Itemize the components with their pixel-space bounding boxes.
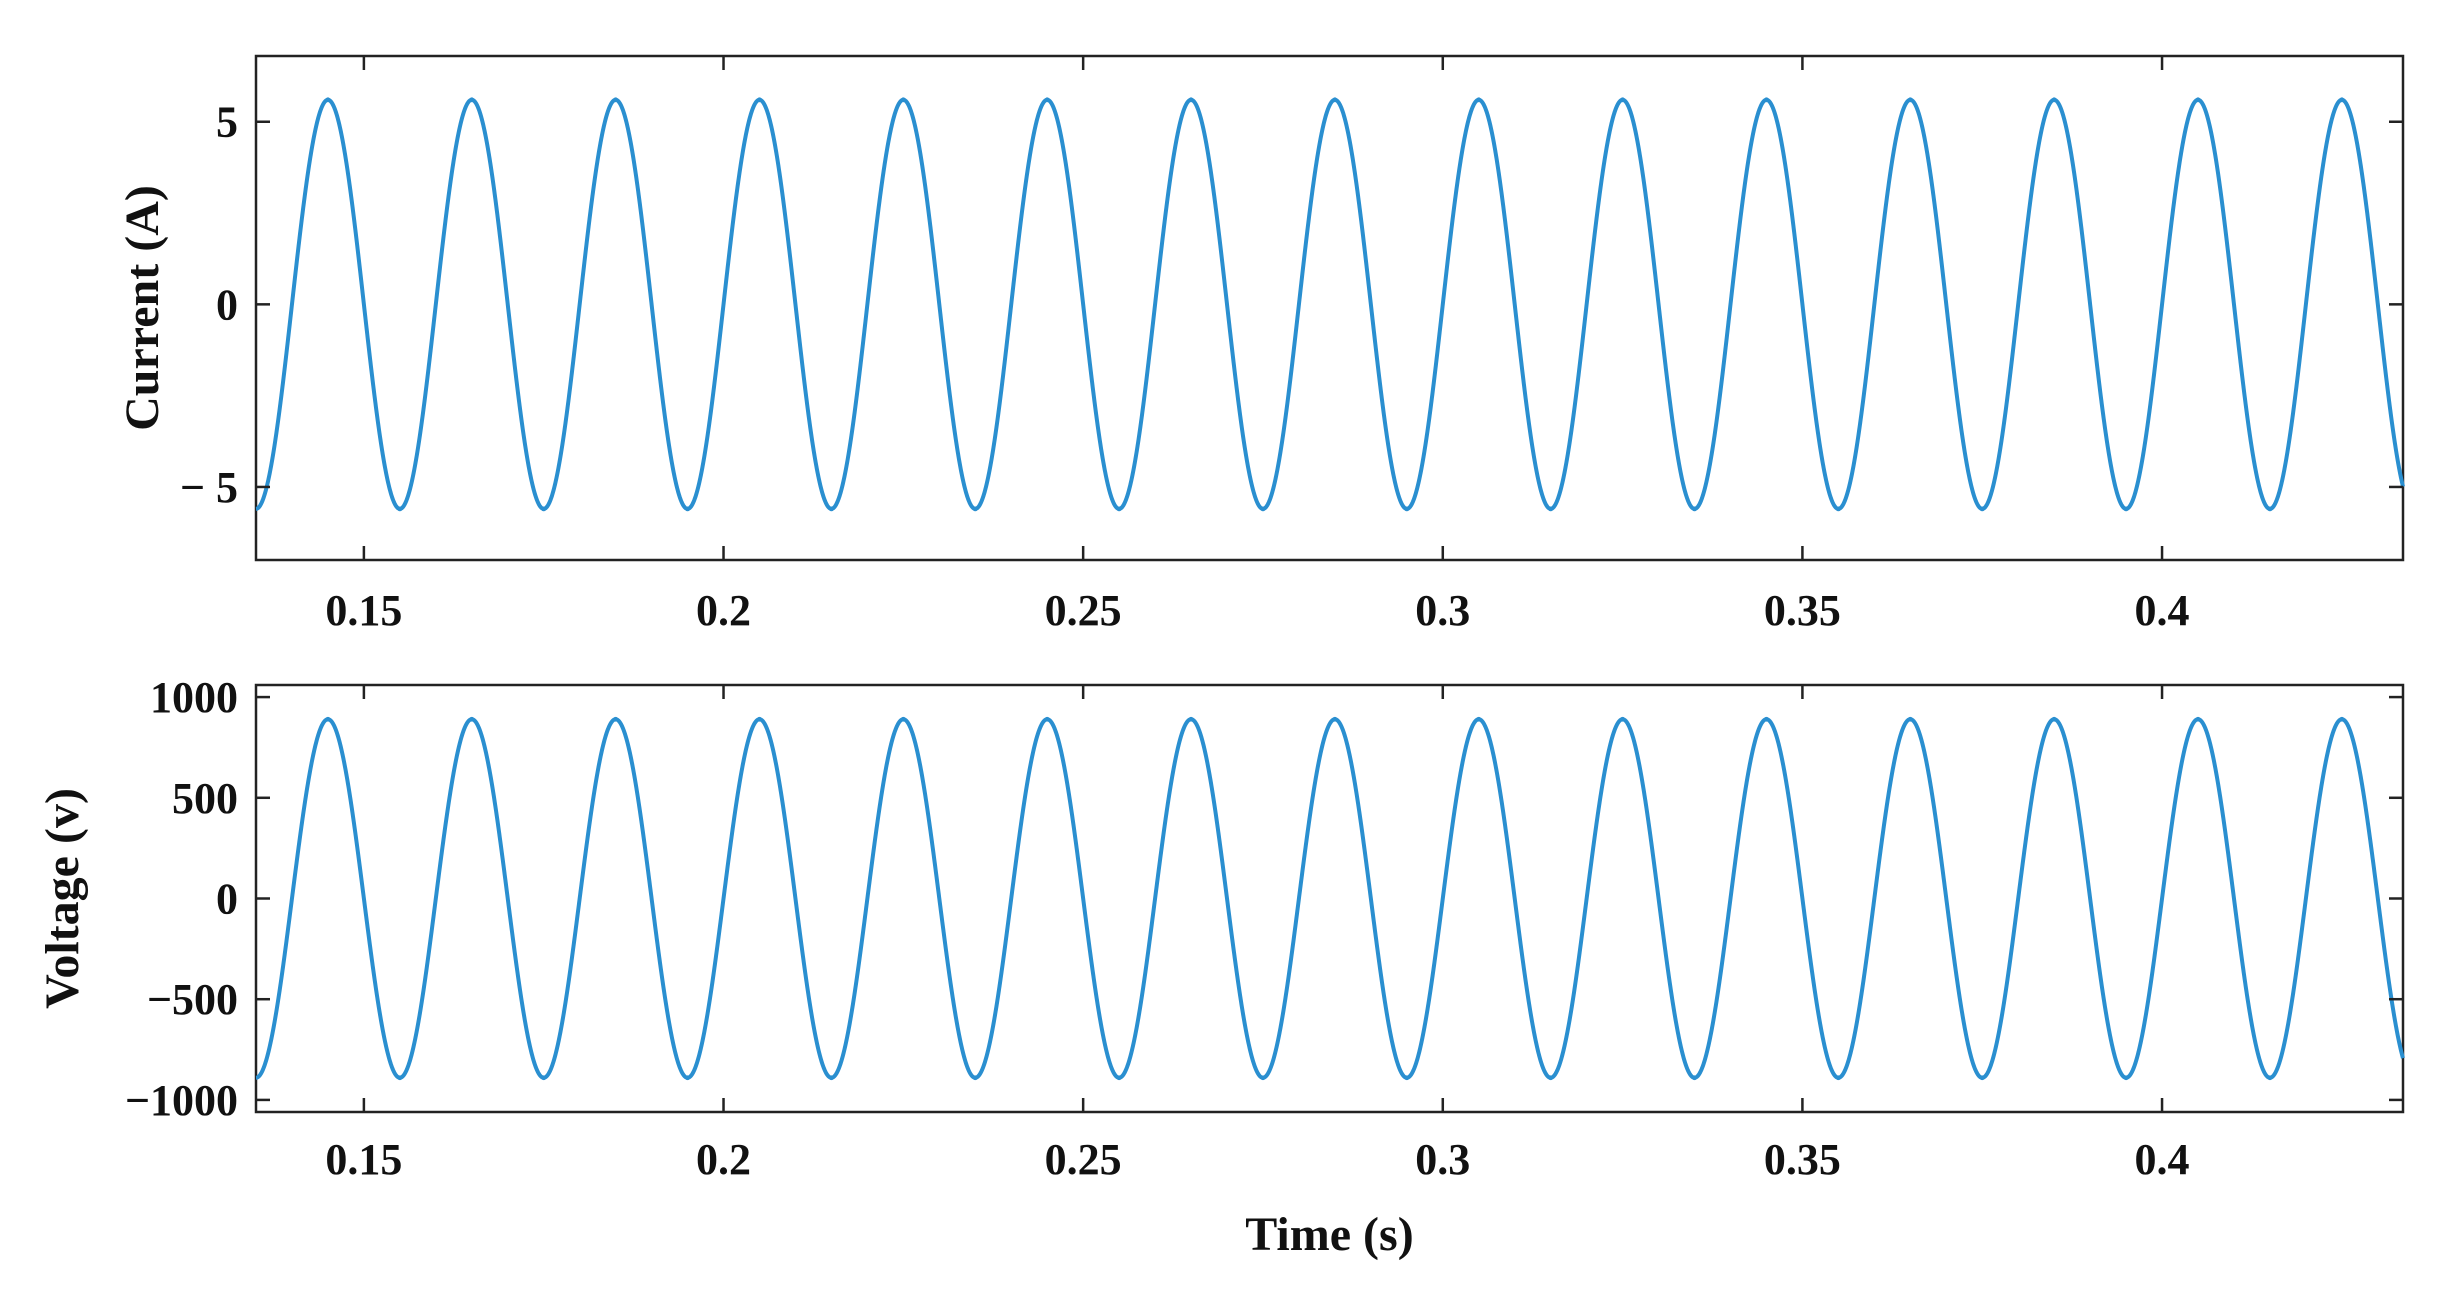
- peak-point: [2339, 716, 2345, 722]
- peak-point: [900, 716, 906, 722]
- peak-point: [1620, 716, 1625, 722]
- x-tick-label: 0.2: [696, 1135, 751, 1184]
- peak-point: [2195, 97, 2201, 103]
- peak-point: [2051, 97, 2057, 103]
- x-tick-label: 0.25: [1045, 586, 1122, 635]
- peak-point: [900, 97, 906, 103]
- peak-point: [1044, 97, 1050, 103]
- trough-point: [1260, 1075, 1266, 1081]
- trough-point: [1548, 506, 1554, 512]
- x-tick-label: 0.3: [1415, 586, 1470, 635]
- peak-point: [1907, 97, 1913, 103]
- peak-point: [1044, 716, 1050, 722]
- peak-point: [469, 97, 475, 103]
- trough-point: [1979, 1075, 1985, 1081]
- trough-point: [1835, 506, 1841, 512]
- x-tick-label: 0.15: [325, 1135, 402, 1184]
- trough-point: [2267, 1075, 2273, 1081]
- peak-point: [1332, 716, 1338, 722]
- y-tick-label: − 5: [180, 463, 238, 512]
- trough-point: [1260, 506, 1266, 512]
- x-tick-label: 0.35: [1764, 1135, 1841, 1184]
- y-tick-label: 1000: [150, 673, 238, 722]
- peak-point: [1907, 716, 1913, 722]
- y-axis-label: Voltage (v): [36, 788, 89, 1009]
- series-line-0: [254, 97, 2405, 511]
- peak-point: [757, 716, 762, 722]
- trough-point: [972, 506, 978, 512]
- y-axis-label: Current (A): [116, 185, 169, 431]
- trough-point: [541, 506, 547, 512]
- trough-point: [2267, 506, 2273, 512]
- peak-point: [1620, 97, 1625, 103]
- trough-point: [1404, 1075, 1410, 1081]
- trough-point: [2123, 506, 2129, 512]
- trough-point: [541, 1075, 547, 1081]
- x-tick-label: 0.25: [1045, 1135, 1122, 1184]
- x-tick-label: 0.4: [2135, 1135, 2190, 1184]
- series-line-0: [254, 717, 2405, 1080]
- peak-point: [1332, 97, 1338, 103]
- peak-point: [1188, 97, 1194, 103]
- x-tick-label: 0.35: [1764, 586, 1841, 635]
- peak-point: [469, 716, 475, 722]
- trough-point: [685, 506, 690, 512]
- peak-point: [1188, 716, 1194, 722]
- peak-point: [325, 97, 331, 103]
- x-tick-label: 0.4: [2135, 586, 2190, 635]
- trough-point: [1692, 1075, 1697, 1081]
- peak-point: [2339, 97, 2345, 103]
- peak-point: [1476, 716, 1482, 722]
- x-tick-label: 0.15: [325, 586, 402, 635]
- x-axis-label: Time (s): [1245, 1208, 1413, 1261]
- plot-frame: [254, 54, 2405, 562]
- peak-point: [1764, 716, 1769, 722]
- x-tick-label: 0.2: [696, 586, 751, 635]
- peak-point: [2051, 716, 2057, 722]
- trough-point: [397, 1075, 403, 1081]
- peak-point: [1476, 97, 1482, 103]
- trough-point: [1116, 1075, 1122, 1081]
- peak-point: [613, 97, 619, 103]
- y-tick-label: 5: [216, 98, 238, 147]
- y-tick-label: 0: [216, 280, 238, 329]
- trough-point: [1835, 1075, 1841, 1081]
- y-tick-label: 0: [216, 875, 238, 924]
- peak-point: [325, 716, 331, 722]
- y-tick-label: −1000: [125, 1076, 238, 1125]
- peak-point: [613, 716, 619, 722]
- trough-point: [829, 506, 834, 512]
- peak-point: [757, 97, 762, 103]
- x-tick-label: 0.3: [1415, 1135, 1470, 1184]
- trough-point: [2123, 1075, 2129, 1081]
- trough-point: [397, 506, 403, 512]
- trough-point: [1692, 506, 1697, 512]
- trough-point: [829, 1075, 834, 1081]
- trough-point: [1548, 1075, 1554, 1081]
- trough-point: [1979, 506, 1985, 512]
- voltage-subplot: 0.15 0.2 0.25 0.3 0.35 0.4 1000 500 0 −500 −1000 Vo…: [36, 673, 2405, 1261]
- peak-point: [2195, 716, 2201, 722]
- trough-point: [1404, 506, 1410, 512]
- peak-point: [1764, 97, 1769, 103]
- trough-point: [685, 1075, 690, 1081]
- trough-point: [972, 1075, 978, 1081]
- y-tick-label: 500: [172, 774, 238, 823]
- trough-point: [1116, 506, 1122, 512]
- y-tick-label: −500: [147, 975, 238, 1024]
